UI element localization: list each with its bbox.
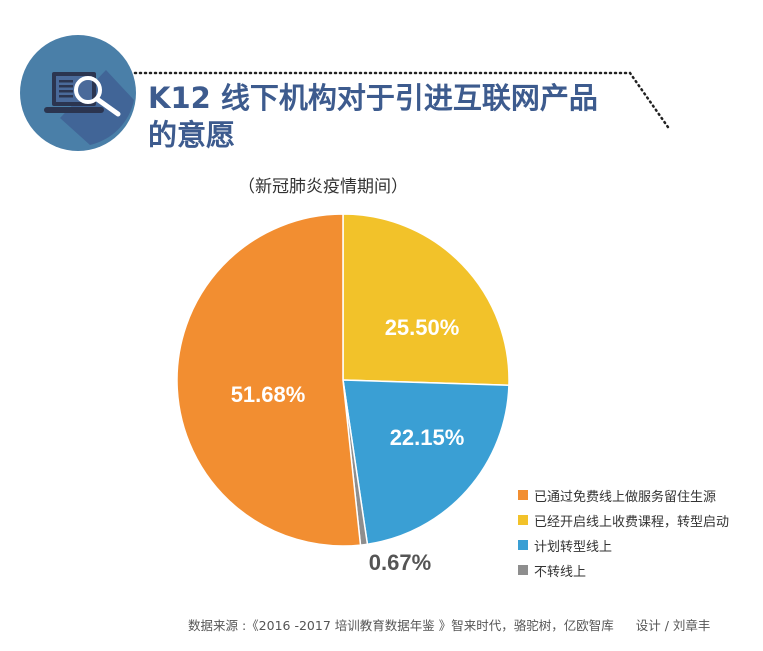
legend-swatch [518,490,528,500]
header-decoration [20,35,672,151]
legend-label: 计划转型线上 [534,539,613,555]
legend-label: 已经开启线上收费课程，转型启动 [534,514,730,530]
legend-item: 已经开启线上收费课程，转型启动 [518,509,729,531]
data-label: 22.15% [390,425,465,450]
chart-title: K12 线下机构对于引进互联网产品 的意愿 [148,81,598,152]
legend-item: 不转线上 [518,559,729,581]
legend-label: 已通过免费线上做服务留住生源 [534,489,717,505]
pie-slice [176,213,362,547]
data-label: 51.68% [231,382,306,407]
legend-swatch [518,540,528,550]
legend-item: 已通过免费线上做服务留住生源 [518,484,729,506]
dotted-line [133,71,672,132]
chart-subtitle: （新冠肺炎疫情期间） [238,177,408,197]
legend-swatch [518,565,528,575]
footer: 数据来源 :《2016 -2017 培训教育数据年鉴 》智来时代，骆驼树，亿欧智… [188,615,710,634]
data-label: 25.50% [385,315,460,340]
legend-swatch [518,515,528,525]
pie-slice [342,379,510,546]
source-text: 数据来源 :《2016 -2017 培训教育数据年鉴 》智来时代，骆驼树，亿欧智… [188,618,614,633]
credit-text: 设计 / 刘章丰 [635,618,711,633]
legend: 已通过免费线上做服务留住生源 已经开启线上收费课程，转型启动 计划转型线上 不转线上 [518,484,729,584]
laptop-search-icon [44,72,121,117]
legend-item: 计划转型线上 [518,534,729,556]
data-label: 0.67% [369,550,431,575]
legend-label: 不转线上 [534,564,587,580]
pie-slice [342,213,510,386]
